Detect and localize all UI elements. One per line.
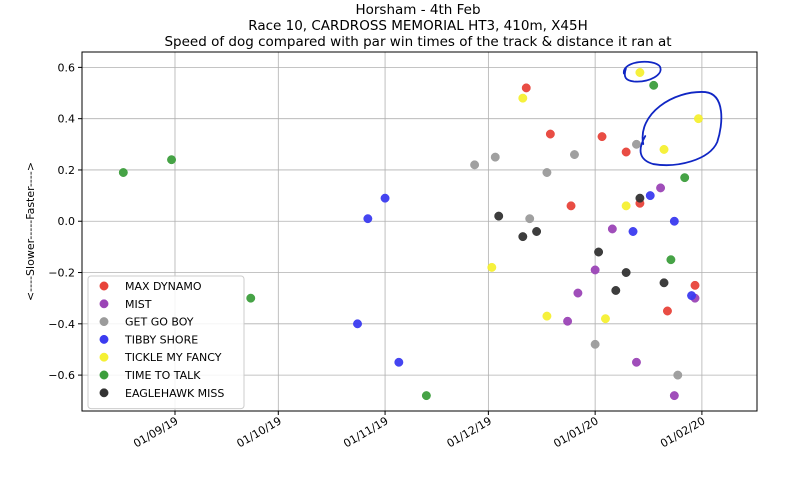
- legend-label-tickle-my-fancy: TICKLE MY FANCY: [124, 351, 222, 364]
- point-max-dynamo: [597, 132, 607, 142]
- point-get-go-boy: [490, 152, 500, 162]
- y-axis-ticks: 0.6 0.4 0.2 0.0 −0.2 −0.4 −0.6: [48, 61, 82, 382]
- point-tibby-shore: [394, 357, 404, 367]
- legend-label-eaglehawk-miss: EAGLEHAWK MISS: [125, 387, 224, 400]
- legend-label-max-dynamo: MAX DYNAMO: [125, 280, 202, 293]
- point-get-go-boy: [590, 339, 600, 349]
- point-time-to-talk: [649, 80, 659, 90]
- y-tick-label: 0.4: [58, 113, 76, 126]
- y-tick-label: 0.6: [58, 61, 76, 74]
- point-tickle-my-fancy: [487, 262, 497, 272]
- point-eaglehawk-miss: [494, 211, 504, 221]
- y-tick-label: 0.2: [58, 164, 76, 177]
- point-tickle-my-fancy: [659, 144, 669, 154]
- point-tickle-my-fancy: [621, 201, 631, 211]
- point-tickle-my-fancy: [542, 311, 552, 321]
- point-max-dynamo: [566, 201, 576, 211]
- point-max-dynamo: [663, 306, 672, 316]
- point-mist: [607, 224, 617, 234]
- legend-box: [87, 275, 245, 410]
- point-mist: [563, 316, 573, 326]
- point-max-dynamo: [690, 280, 700, 290]
- legend-marker-get-go-boy: [99, 317, 109, 327]
- point-mist: [590, 265, 600, 275]
- legend-label-tibby-shore: TIBBY SHORE: [124, 333, 198, 346]
- legend-marker-tickle-my-fancy: [99, 352, 109, 362]
- point-tickle-my-fancy: [518, 93, 528, 103]
- point-time-to-talk: [118, 168, 128, 177]
- point-eaglehawk-miss: [532, 227, 542, 236]
- point-eaglehawk-miss: [621, 268, 631, 277]
- chart-title: Horsham - 4th Feb Race 10, CARDROSS MEMO…: [164, 2, 671, 50]
- point-time-to-talk: [167, 155, 176, 165]
- point-mist: [632, 357, 641, 367]
- legend-label-get-go-boy: GET GO BOY: [125, 316, 194, 329]
- legend-label-mist: MIST: [125, 298, 152, 311]
- hand-drawn-annotations: [623, 60, 723, 166]
- title-line-1: Horsham - 4th Feb: [355, 2, 480, 18]
- legend-marker-max-dynamo: [99, 281, 109, 291]
- annotation-loop-top: [623, 60, 662, 83]
- point-get-go-boy: [570, 150, 579, 160]
- title-line-2: Race 10, CARDROSS MEMORIAL HT3, 410m, X4…: [248, 18, 588, 34]
- point-time-to-talk: [666, 255, 676, 265]
- point-get-go-boy: [673, 370, 683, 380]
- point-mist: [669, 391, 679, 401]
- y-tick-label: −0.2: [48, 267, 75, 280]
- point-time-to-talk: [680, 173, 690, 183]
- point-eaglehawk-miss: [635, 193, 645, 203]
- point-tibby-shore: [687, 291, 697, 301]
- point-get-go-boy: [632, 139, 641, 149]
- point-eaglehawk-miss: [594, 247, 604, 257]
- point-mist: [656, 183, 666, 193]
- plot-area-frame: [81, 51, 758, 412]
- point-mist: [573, 288, 583, 298]
- point-tibby-shore: [645, 191, 655, 201]
- point-tibby-shore: [669, 216, 679, 226]
- legend-marker-time-to-talk: [99, 370, 109, 380]
- y-tick-label: −0.4: [48, 318, 75, 331]
- point-eaglehawk-miss: [611, 286, 621, 295]
- scatter-points: [118, 68, 703, 401]
- point-tickle-my-fancy: [694, 114, 703, 124]
- legend-marker-mist: [99, 299, 109, 309]
- point-max-dynamo: [545, 129, 555, 139]
- y-tick-label: 0.0: [58, 215, 76, 228]
- point-time-to-talk: [421, 391, 431, 401]
- legend-label-time-to-talk: TIME TO TALK: [124, 369, 201, 382]
- point-get-go-boy: [525, 214, 535, 224]
- point-eaglehawk-miss: [659, 278, 669, 288]
- point-tickle-my-fancy: [635, 68, 645, 77]
- point-tickle-my-fancy: [601, 314, 610, 324]
- point-tibby-shore: [628, 227, 638, 236]
- legend-marker-tibby-shore: [99, 334, 109, 344]
- point-eaglehawk-miss: [518, 232, 528, 242]
- legend: MAX DYNAMO MIST GET GO BOY TIBBY SHORE TICKL…: [87, 275, 245, 410]
- point-tibby-shore: [380, 193, 390, 203]
- point-max-dynamo: [521, 83, 531, 93]
- y-axis-label: <----Slower-----Faster---->: [24, 162, 37, 301]
- point-get-go-boy: [542, 168, 552, 177]
- point-get-go-boy: [470, 160, 480, 170]
- annotation-loop-right: [639, 91, 723, 166]
- point-tibby-shore: [363, 214, 373, 224]
- legend-marker-eaglehawk-miss: [99, 388, 109, 398]
- point-max-dynamo: [621, 147, 631, 157]
- point-time-to-talk: [246, 293, 256, 303]
- point-tibby-shore: [353, 319, 362, 329]
- title-line-3: Speed of dog compared with par win times…: [164, 34, 671, 50]
- y-tick-label: −0.6: [48, 369, 75, 382]
